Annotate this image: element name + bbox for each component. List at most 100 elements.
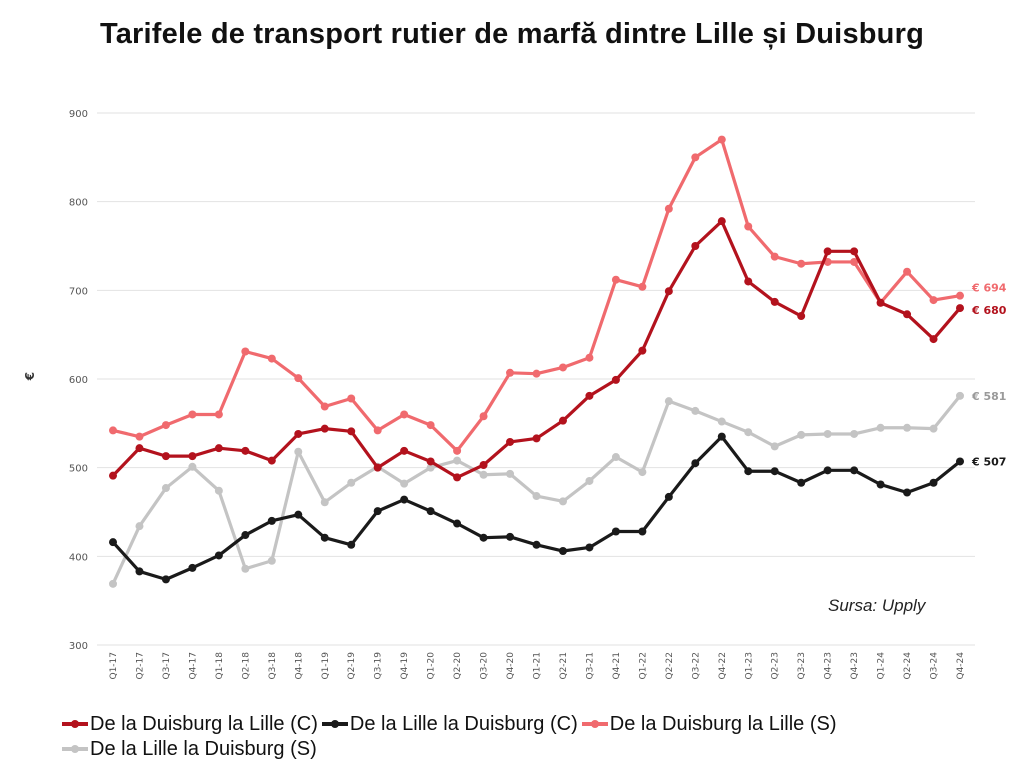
chart-title: Tarifele de transport rutier de marfă di… bbox=[99, 18, 925, 50]
x-tick-label: Q1-24 bbox=[877, 652, 887, 680]
data-point bbox=[850, 247, 859, 256]
data-point bbox=[267, 556, 276, 565]
data-point bbox=[664, 204, 673, 213]
data-point bbox=[161, 484, 170, 493]
y-tick-label: 300 bbox=[69, 641, 88, 652]
legend-label: De la Lille la Duisburg (S) bbox=[90, 738, 317, 760]
data-point bbox=[161, 452, 170, 461]
x-tick-label: Q3-22 bbox=[691, 652, 701, 680]
data-point bbox=[347, 478, 356, 487]
data-point bbox=[770, 442, 779, 451]
series-3 bbox=[109, 391, 964, 588]
data-point bbox=[770, 297, 779, 306]
x-tick-label: Q4-24 bbox=[956, 652, 966, 680]
data-point bbox=[135, 567, 144, 576]
x-tick-label: Q3-19 bbox=[374, 652, 384, 680]
data-point bbox=[320, 424, 329, 433]
data-point bbox=[797, 259, 806, 268]
data-point bbox=[214, 444, 223, 453]
data-point bbox=[241, 347, 250, 356]
data-point bbox=[479, 533, 488, 542]
y-tick-label: 600 bbox=[69, 375, 88, 386]
data-point bbox=[876, 480, 885, 489]
data-point bbox=[426, 507, 435, 516]
x-tick-label: Q3-18 bbox=[268, 652, 278, 680]
data-point bbox=[850, 257, 859, 266]
data-point bbox=[161, 575, 170, 584]
x-tick-label: Q2-20 bbox=[453, 652, 463, 680]
data-point bbox=[929, 424, 938, 433]
data-point bbox=[188, 563, 197, 572]
x-tick-label: Q3-20 bbox=[480, 652, 490, 680]
x-tick-label: Q1-18 bbox=[215, 652, 225, 680]
data-point bbox=[956, 304, 964, 313]
end-labels: € 680 € 507 € 694 € 581 bbox=[971, 282, 1007, 469]
legend-item[interactable]: De la Lille la Duisburg (S) bbox=[62, 737, 317, 761]
data-point bbox=[188, 452, 197, 461]
legend-label: De la Lille la Duisburg (C) bbox=[349, 713, 578, 735]
x-tick-label: Q4-23 bbox=[850, 652, 860, 680]
source-annotation: Sursa: Upply bbox=[828, 596, 926, 615]
data-point bbox=[453, 456, 462, 465]
series-lines bbox=[109, 135, 964, 588]
legend-item[interactable]: De la Lille la Duisburg (C) bbox=[321, 712, 578, 736]
data-point bbox=[929, 335, 938, 344]
data-point bbox=[214, 486, 223, 495]
data-point bbox=[876, 298, 885, 307]
data-point bbox=[585, 543, 594, 552]
data-point bbox=[903, 310, 912, 319]
data-point bbox=[532, 492, 541, 501]
x-tick-label: Q4-21 bbox=[612, 652, 622, 680]
data-point bbox=[400, 446, 409, 455]
data-point bbox=[770, 467, 779, 476]
data-point bbox=[294, 374, 303, 383]
legend-item[interactable]: De la Duisburg la Lille (C) bbox=[62, 712, 318, 736]
data-point bbox=[135, 522, 144, 531]
x-tick-label: Q1-20 bbox=[427, 652, 437, 680]
x-tick-label: Q2-23 bbox=[771, 652, 781, 680]
legend-label: De la Duisburg la Lille (C) bbox=[90, 713, 318, 735]
data-point bbox=[717, 135, 726, 144]
data-point bbox=[294, 510, 303, 519]
data-point bbox=[691, 406, 700, 415]
data-point bbox=[400, 495, 409, 504]
data-point bbox=[506, 368, 515, 377]
data-point bbox=[109, 471, 117, 480]
series-line bbox=[111, 138, 962, 453]
data-point bbox=[294, 447, 303, 456]
data-point bbox=[558, 497, 567, 506]
data-point bbox=[506, 469, 515, 478]
data-point bbox=[638, 282, 647, 291]
x-tick-label: Q4-18 bbox=[294, 652, 304, 680]
x-tick-label: Q1-23 bbox=[744, 652, 754, 680]
end-value-label: € 581 bbox=[971, 390, 1006, 403]
data-point bbox=[558, 547, 567, 556]
data-point bbox=[241, 564, 250, 573]
data-point bbox=[373, 426, 382, 435]
data-point bbox=[241, 446, 250, 455]
data-point bbox=[903, 423, 912, 432]
data-point bbox=[797, 430, 806, 439]
data-point bbox=[876, 423, 885, 432]
y-tick-label: 500 bbox=[69, 464, 88, 475]
data-point bbox=[188, 462, 197, 471]
data-point bbox=[744, 222, 753, 231]
data-point bbox=[188, 410, 197, 419]
x-tick-label: Q4-22 bbox=[718, 652, 728, 680]
data-point bbox=[929, 478, 938, 487]
data-point bbox=[453, 473, 462, 482]
data-point bbox=[109, 538, 117, 547]
data-point bbox=[135, 444, 144, 453]
data-point bbox=[691, 459, 700, 468]
data-point bbox=[267, 516, 276, 525]
x-tick-label: Q3-24 bbox=[930, 652, 940, 680]
data-point bbox=[797, 312, 806, 321]
y-tick-label: 900 bbox=[69, 109, 88, 120]
data-point bbox=[426, 463, 435, 472]
x-tick-label: Q1-17 bbox=[109, 652, 119, 680]
data-point bbox=[558, 416, 567, 425]
data-point bbox=[744, 428, 753, 437]
data-point bbox=[691, 153, 700, 162]
legend-item[interactable]: De la Duisburg la Lille (S) bbox=[581, 712, 837, 736]
data-point bbox=[532, 434, 541, 443]
